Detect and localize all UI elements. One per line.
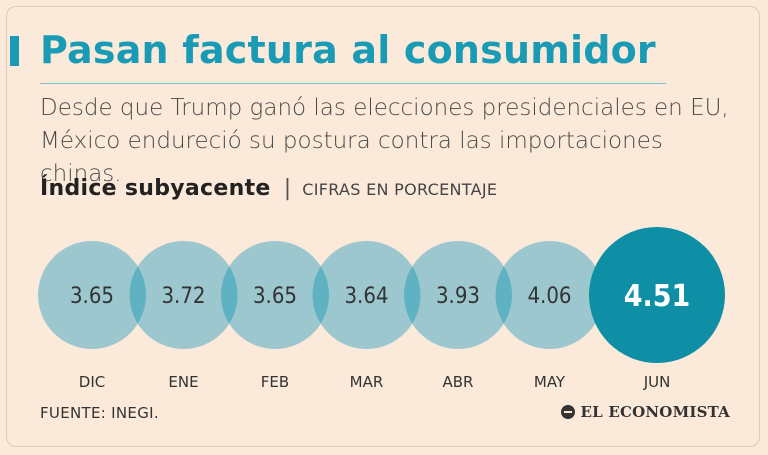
category-label-jun: JUN [643, 373, 671, 391]
category-label-abr: ABR [443, 373, 474, 391]
value-label-jun: 4.51 [624, 279, 691, 314]
value-label-dic: 3.65 [70, 284, 114, 309]
brand-mark-icon [560, 405, 575, 419]
bubble-feb [221, 241, 329, 349]
title-rule [40, 83, 666, 84]
bubble-jun [589, 227, 725, 363]
chart-heading: Índice subyacente | CIFRAS EN PORCENTAJE [40, 176, 497, 201]
page-subtitle: Desde que Trump ganó las elecciones pres… [40, 95, 729, 187]
value-label-feb: 3.65 [253, 284, 297, 309]
value-label-abr: 3.93 [436, 284, 480, 309]
category-label-feb: FEB [261, 373, 289, 391]
chart-title: Índice subyacente [40, 176, 271, 201]
value-label-mar: 3.64 [344, 284, 388, 309]
bubble-may [495, 241, 604, 349]
page-title: Pasan factura al consumidor [40, 28, 656, 72]
card-frame [6, 6, 760, 447]
chart-unit: CIFRAS EN PORCENTAJE [302, 180, 498, 199]
value-label-may: 4.06 [527, 284, 571, 309]
chart-heading-separator: | [283, 176, 292, 201]
bubble-dic [38, 241, 146, 349]
source-note: FUENTE: INEGI. [40, 404, 159, 422]
bubble-abr [404, 241, 512, 349]
category-label-mar: MAR [350, 373, 384, 391]
category-label-ene: ENE [168, 373, 198, 391]
title-accent-bar [10, 36, 19, 66]
category-label-may: MAY [534, 373, 566, 391]
bubble-mar [312, 241, 421, 349]
bubble-ene [129, 241, 238, 349]
brand-name: EL ECONOMISTA [580, 403, 730, 421]
brand-logo: EL ECONOMISTA [560, 403, 730, 421]
category-label-dic: DIC [79, 373, 105, 391]
value-label-ene: 3.72 [161, 284, 205, 309]
